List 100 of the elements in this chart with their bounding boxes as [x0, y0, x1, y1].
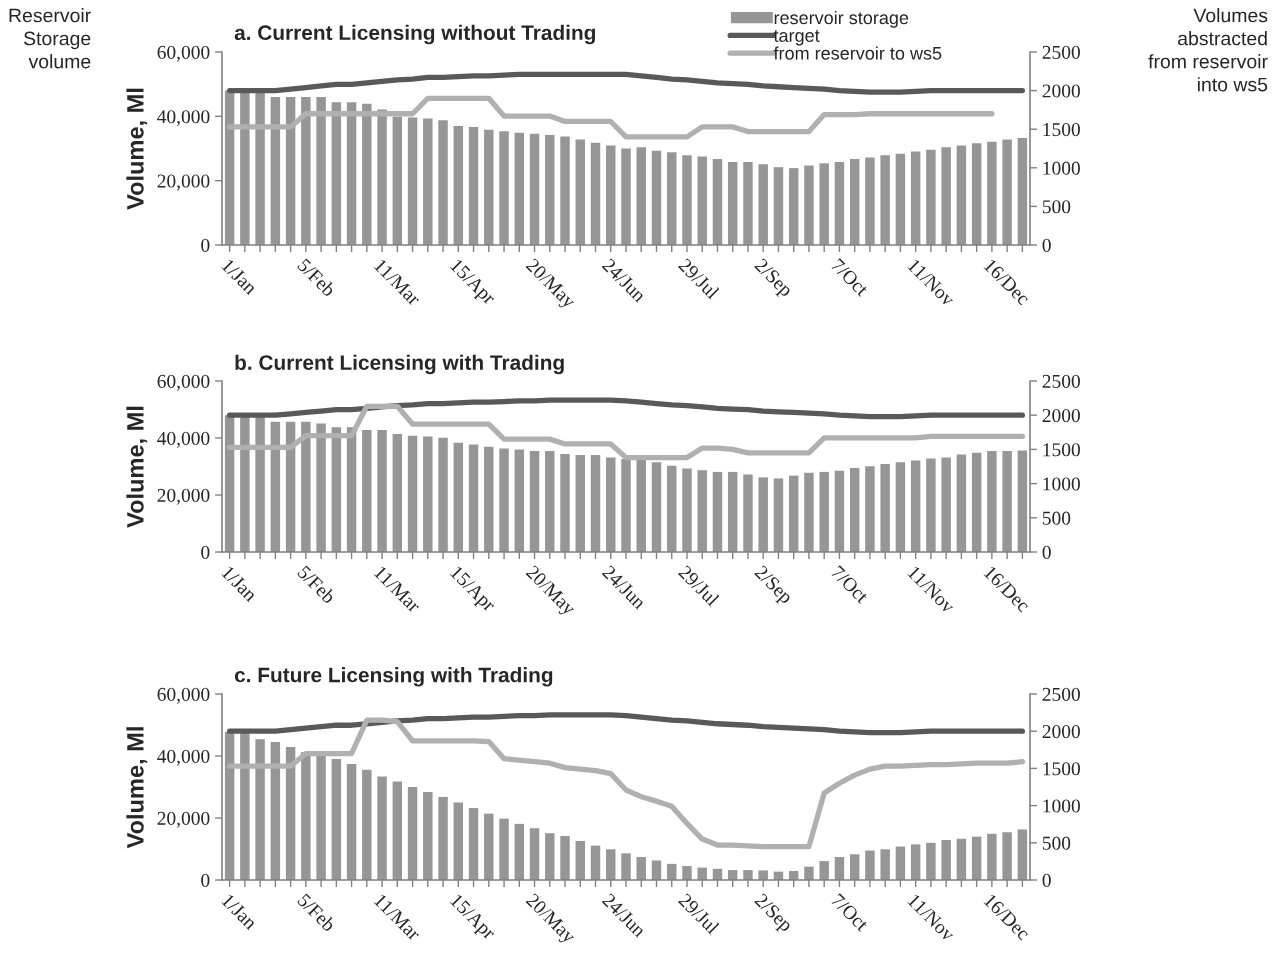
- bar: [301, 421, 311, 552]
- bar: [819, 471, 829, 552]
- bar: [636, 857, 646, 880]
- bar: [499, 131, 509, 245]
- y2-tick-label: 1500: [1043, 762, 1080, 776]
- y-tick-label: 0: [201, 238, 210, 252]
- bar: [560, 136, 570, 245]
- bar: [804, 866, 814, 880]
- bar: [621, 148, 631, 245]
- bar: [270, 742, 281, 880]
- bar: [377, 109, 387, 245]
- bar: [529, 451, 540, 552]
- bar: [438, 120, 448, 245]
- y-tick-label: 0: [201, 873, 210, 887]
- bar: [651, 860, 662, 880]
- bar: [987, 833, 997, 880]
- bar: [727, 162, 738, 245]
- bar: [545, 134, 555, 245]
- bar: [621, 459, 631, 552]
- bar: [606, 457, 616, 552]
- bar: [545, 451, 555, 552]
- y-tick-label: 20,000: [157, 811, 210, 828]
- bar: [956, 145, 967, 245]
- y2-tick-label: 2500: [1042, 45, 1080, 59]
- bar: [392, 781, 403, 880]
- y-tick-label: 0: [201, 545, 210, 559]
- bar: [804, 472, 814, 552]
- text: Volumes abstracted from reservoir into ws5: [1148, 8, 1268, 92]
- chart-title: b. Current Licensing with Trading: [235, 354, 564, 375]
- bar: [819, 861, 829, 880]
- bar: [499, 448, 509, 552]
- bar: [407, 435, 418, 552]
- bar: [575, 455, 585, 552]
- bar: [971, 143, 982, 245]
- bar: [255, 415, 265, 552]
- y-tick-label: 40,000: [157, 749, 210, 766]
- bar: [926, 149, 936, 245]
- bar: [651, 150, 662, 245]
- bar: [590, 455, 601, 552]
- bar: [910, 460, 921, 552]
- chart-title: c. Future Licensing with Trading: [234, 667, 553, 687]
- y2-tick-label: 1500: [1043, 123, 1080, 137]
- bar: [468, 808, 479, 880]
- bar: [392, 116, 403, 245]
- y-tick-label: 60,000: [157, 45, 210, 62]
- bar: [773, 167, 784, 245]
- bar: [407, 117, 418, 245]
- bar: [529, 133, 540, 245]
- bar: [255, 739, 265, 880]
- y-axis-title: Volume, Ml: [126, 727, 148, 849]
- bar: [453, 125, 464, 245]
- y-tick-label: 40,000: [157, 110, 210, 127]
- y-tick-label: 60,000: [157, 374, 210, 391]
- y2-tick-label: 0: [1042, 238, 1051, 252]
- bar: [971, 452, 982, 552]
- bar: [316, 97, 326, 245]
- bar: [423, 436, 433, 552]
- bar: [423, 791, 433, 880]
- bar: [316, 755, 326, 880]
- bar: [484, 813, 494, 880]
- bar: [316, 423, 326, 552]
- y2-tick-label: 0: [1042, 545, 1051, 559]
- bar: [926, 458, 936, 552]
- y2-tick-label: 2500: [1042, 374, 1080, 388]
- bar: [987, 141, 997, 245]
- bar: [849, 854, 860, 880]
- bar: [362, 430, 372, 552]
- bar: [682, 468, 692, 552]
- bar: [712, 471, 723, 552]
- bar: [880, 155, 890, 245]
- bar: [1002, 139, 1012, 245]
- bar: [956, 838, 967, 880]
- bar: [834, 857, 845, 880]
- bar: [301, 97, 311, 245]
- bar: [621, 853, 631, 880]
- bar: [682, 155, 692, 245]
- y2-tick-label: 1500: [1043, 443, 1080, 457]
- bar: [1002, 451, 1012, 552]
- bar: [697, 156, 707, 245]
- bar: [834, 162, 845, 245]
- bar: [301, 751, 311, 880]
- bar: [285, 421, 296, 552]
- bar: [438, 437, 448, 552]
- bar: [423, 118, 433, 245]
- bar: [560, 453, 570, 552]
- bar: [224, 415, 235, 552]
- bar: [606, 849, 616, 880]
- bar: [758, 870, 768, 880]
- bar: [971, 836, 982, 880]
- bar: [743, 870, 753, 880]
- bar: [346, 102, 357, 245]
- bar: [910, 151, 921, 245]
- bar: [1017, 450, 1028, 552]
- text: Reservoir Storage volume: [9, 8, 91, 69]
- bar: [819, 163, 829, 245]
- bar: [880, 849, 890, 880]
- bar: [804, 165, 814, 245]
- bar: [575, 139, 585, 245]
- bar: [910, 844, 921, 880]
- bar: [667, 152, 677, 245]
